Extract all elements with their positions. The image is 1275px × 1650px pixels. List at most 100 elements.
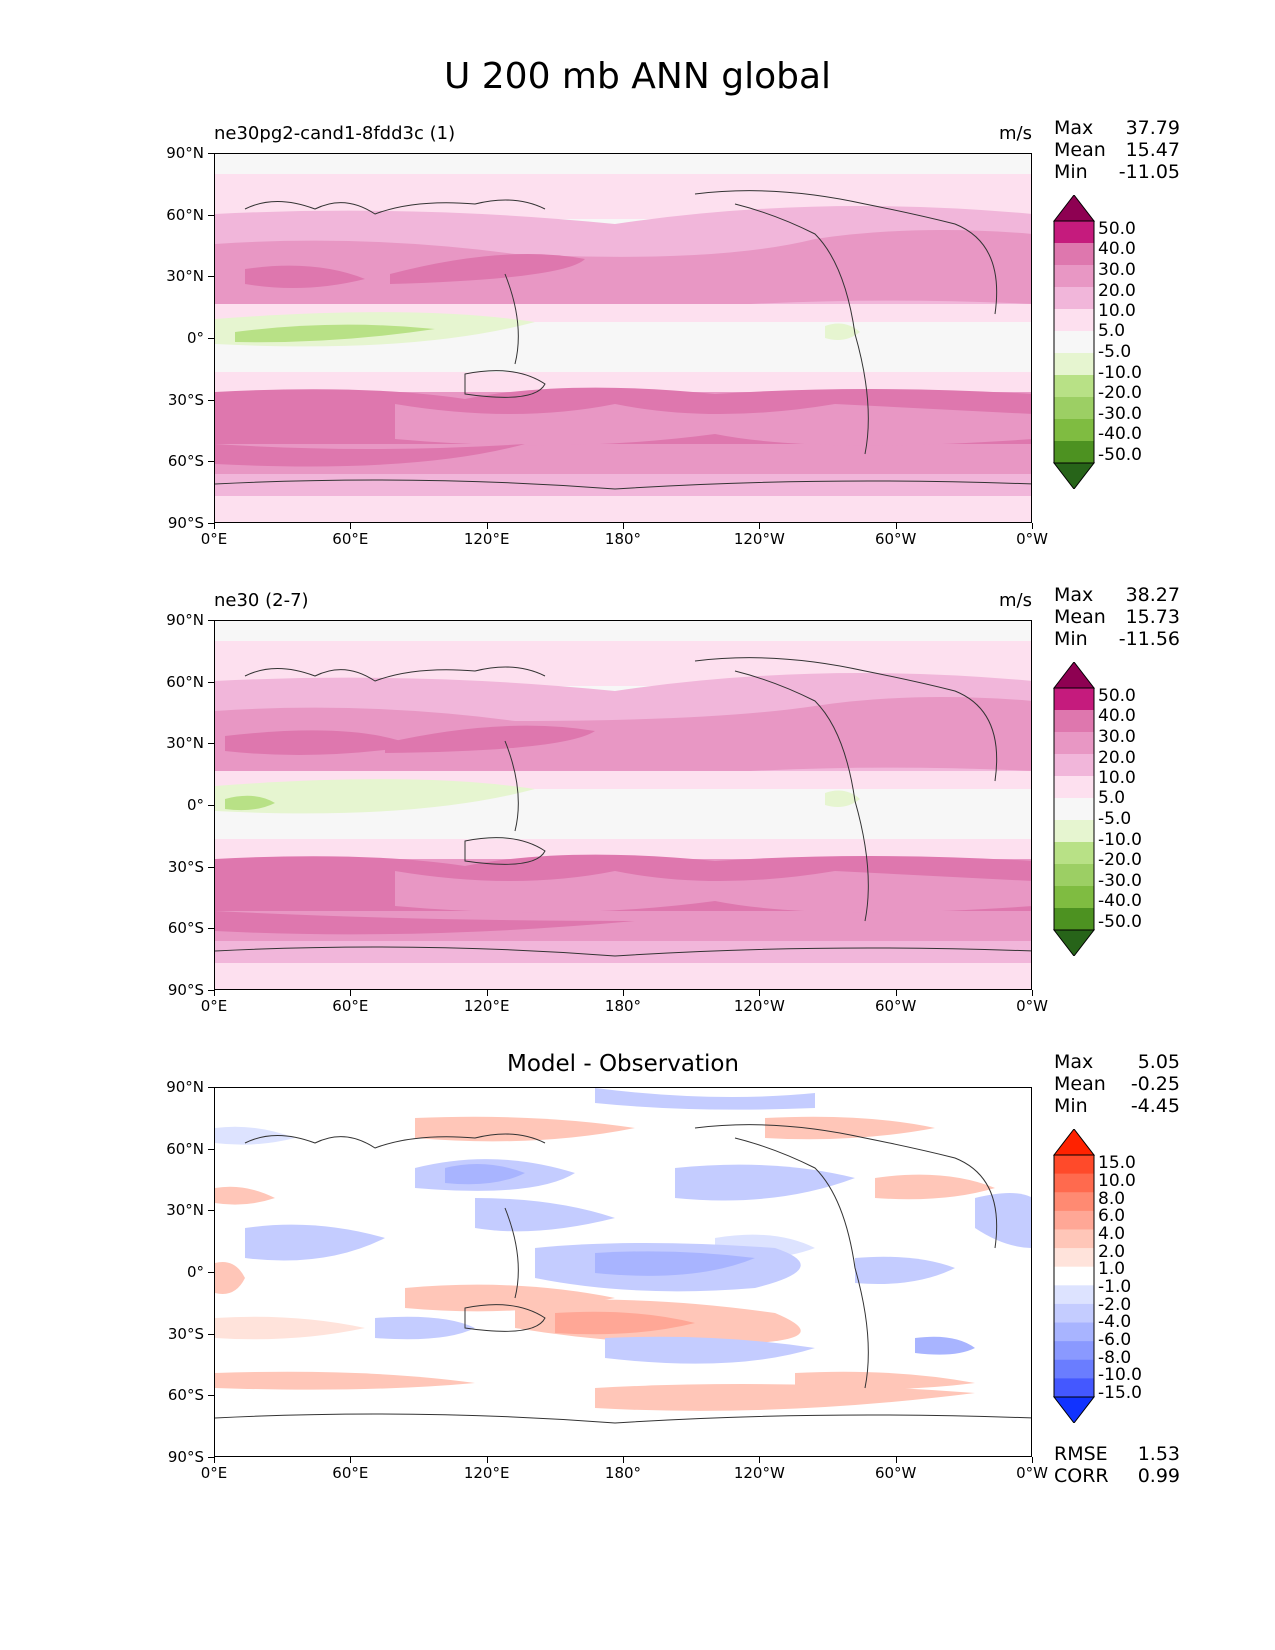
y-tick	[208, 1333, 214, 1335]
mean-label: Mean	[1054, 606, 1106, 628]
colorbar-band	[1054, 820, 1094, 843]
y-tick-label: 60°S	[167, 452, 204, 471]
colorbar-extend-max	[1052, 662, 1096, 689]
colorbar-label-2: 30.0	[1098, 260, 1136, 280]
x-tick-label: 60°E	[332, 997, 369, 1015]
colorbar-label-8: -20.0	[1098, 850, 1142, 870]
colorbar-label-8: -2.0	[1098, 1295, 1132, 1315]
panel-title: Model - Observation	[506, 1051, 740, 1077]
max-label: Max	[1054, 584, 1094, 606]
x-tick-label: 120°E	[463, 1464, 510, 1482]
x-tick	[623, 1457, 624, 1463]
y-tick-label: 90°S	[167, 514, 204, 532]
colorbar-label-3: 20.0	[1098, 281, 1136, 301]
stats-box: Max 37.79 Mean 15.47 Min -11.05	[1054, 117, 1180, 183]
colorbar-band	[1054, 1266, 1094, 1286]
rmse-label: RMSE	[1054, 1443, 1108, 1465]
x-tick-label: 0°E	[200, 997, 228, 1015]
colorbar-label-9: -30.0	[1098, 404, 1142, 424]
colorbar-extend-max	[1052, 195, 1096, 222]
x-tick	[623, 523, 624, 529]
metrics-box: RMSE 1.53 CORR 0.99	[1054, 1443, 1180, 1487]
min-label: Min	[1054, 628, 1088, 650]
colorbar	[1052, 662, 1096, 956]
colorbar-band	[1054, 353, 1094, 376]
y-tick-label: 90°N	[166, 1078, 204, 1096]
y-tick-label: 0°	[186, 1263, 204, 1281]
y-tick	[208, 523, 214, 524]
corr-value: 0.99	[1137, 1465, 1180, 1487]
max-value: 5.05	[1137, 1051, 1180, 1073]
colorbar-band	[1054, 1155, 1094, 1175]
y-tick-label: 90°S	[167, 981, 204, 999]
y-tick	[208, 399, 214, 401]
x-tick-label: 0°W	[1016, 530, 1048, 548]
colorbar-label-1: 10.0	[1098, 1171, 1136, 1191]
colorbar-band	[1054, 397, 1094, 420]
colorbar-label-2: 30.0	[1098, 727, 1136, 747]
colorbar-label-5: 2.0	[1098, 1242, 1126, 1262]
map-plot	[214, 620, 1032, 990]
min-value: -11.56	[1118, 628, 1180, 650]
map-plot	[214, 1087, 1032, 1457]
colorbar-band	[1054, 1248, 1094, 1268]
colorbar-label-1: 40.0	[1098, 706, 1136, 726]
y-tick	[208, 990, 214, 991]
y-tick-label: 30°S	[167, 390, 204, 409]
colorbar-label-6: -5.0	[1098, 342, 1132, 362]
mean-value: -0.25	[1130, 1073, 1180, 1095]
y-tick	[208, 1210, 214, 1212]
min-label: Min	[1054, 1095, 1088, 1117]
units-label: m/s	[999, 123, 1032, 144]
colorbar-label-0: 15.0	[1098, 1153, 1136, 1173]
x-tick	[759, 1457, 761, 1463]
colorbar-band	[1054, 886, 1094, 909]
panel-title: ne30pg2-cand1-8fdd3c (1)	[214, 123, 456, 144]
y-tick	[208, 1395, 214, 1397]
x-tick-label: 120°E	[463, 997, 510, 1015]
x-tick	[759, 990, 761, 996]
x-tick	[1032, 1457, 1033, 1463]
x-tick	[486, 990, 488, 996]
x-tick-label: 0°E	[200, 1464, 228, 1482]
corr-label: CORR	[1054, 1465, 1109, 1487]
colorbar-label-12: -10.0	[1098, 1365, 1142, 1385]
colorbar-label-11: -50.0	[1098, 445, 1142, 465]
colorbar-band	[1054, 221, 1094, 244]
colorbar-band	[1054, 419, 1094, 442]
y-tick	[208, 1457, 214, 1458]
colorbar-label-10: -6.0	[1098, 1330, 1132, 1350]
x-tick-label: 0°W	[1016, 1464, 1048, 1482]
colorbar-band	[1054, 710, 1094, 733]
x-tick	[350, 1457, 352, 1463]
colorbar-band	[1054, 243, 1094, 266]
x-tick-label: 180°	[604, 997, 642, 1015]
max-label: Max	[1054, 1051, 1094, 1073]
x-tick	[759, 523, 761, 529]
x-tick	[1032, 523, 1033, 529]
map-field	[215, 1088, 1031, 1456]
colorbar-band	[1054, 309, 1094, 332]
colorbar-band	[1054, 776, 1094, 799]
colorbar-band	[1054, 798, 1094, 821]
difference-panel: Model - Observation Max 5.05 Mean -0.25 Mi…	[0, 1051, 1275, 1507]
colorbar-extend-min	[1052, 462, 1096, 489]
max-value: 38.27	[1125, 584, 1180, 606]
y-tick	[208, 461, 214, 463]
x-tick-label: 180°	[604, 1464, 642, 1482]
colorbar-band	[1054, 441, 1094, 464]
colorbar-label-3: 6.0	[1098, 1206, 1126, 1226]
stats-box: Max 38.27 Mean 15.73 Min -11.56	[1054, 584, 1180, 650]
colorbar-label-2: 8.0	[1098, 1189, 1126, 1209]
colorbar-label-7: -10.0	[1098, 363, 1142, 383]
map-plot	[214, 153, 1032, 523]
x-tick	[350, 990, 352, 996]
colorbar-label-4: 10.0	[1098, 768, 1136, 788]
colorbar-label-0: 50.0	[1098, 219, 1136, 239]
colorbar-extend-max	[1052, 1129, 1096, 1156]
colorbar-band	[1054, 1173, 1094, 1193]
colorbar-label-13: -15.0	[1098, 1383, 1142, 1403]
colorbar-band	[1054, 754, 1094, 777]
min-label: Min	[1054, 161, 1088, 183]
colorbar-outline	[1053, 687, 1095, 931]
